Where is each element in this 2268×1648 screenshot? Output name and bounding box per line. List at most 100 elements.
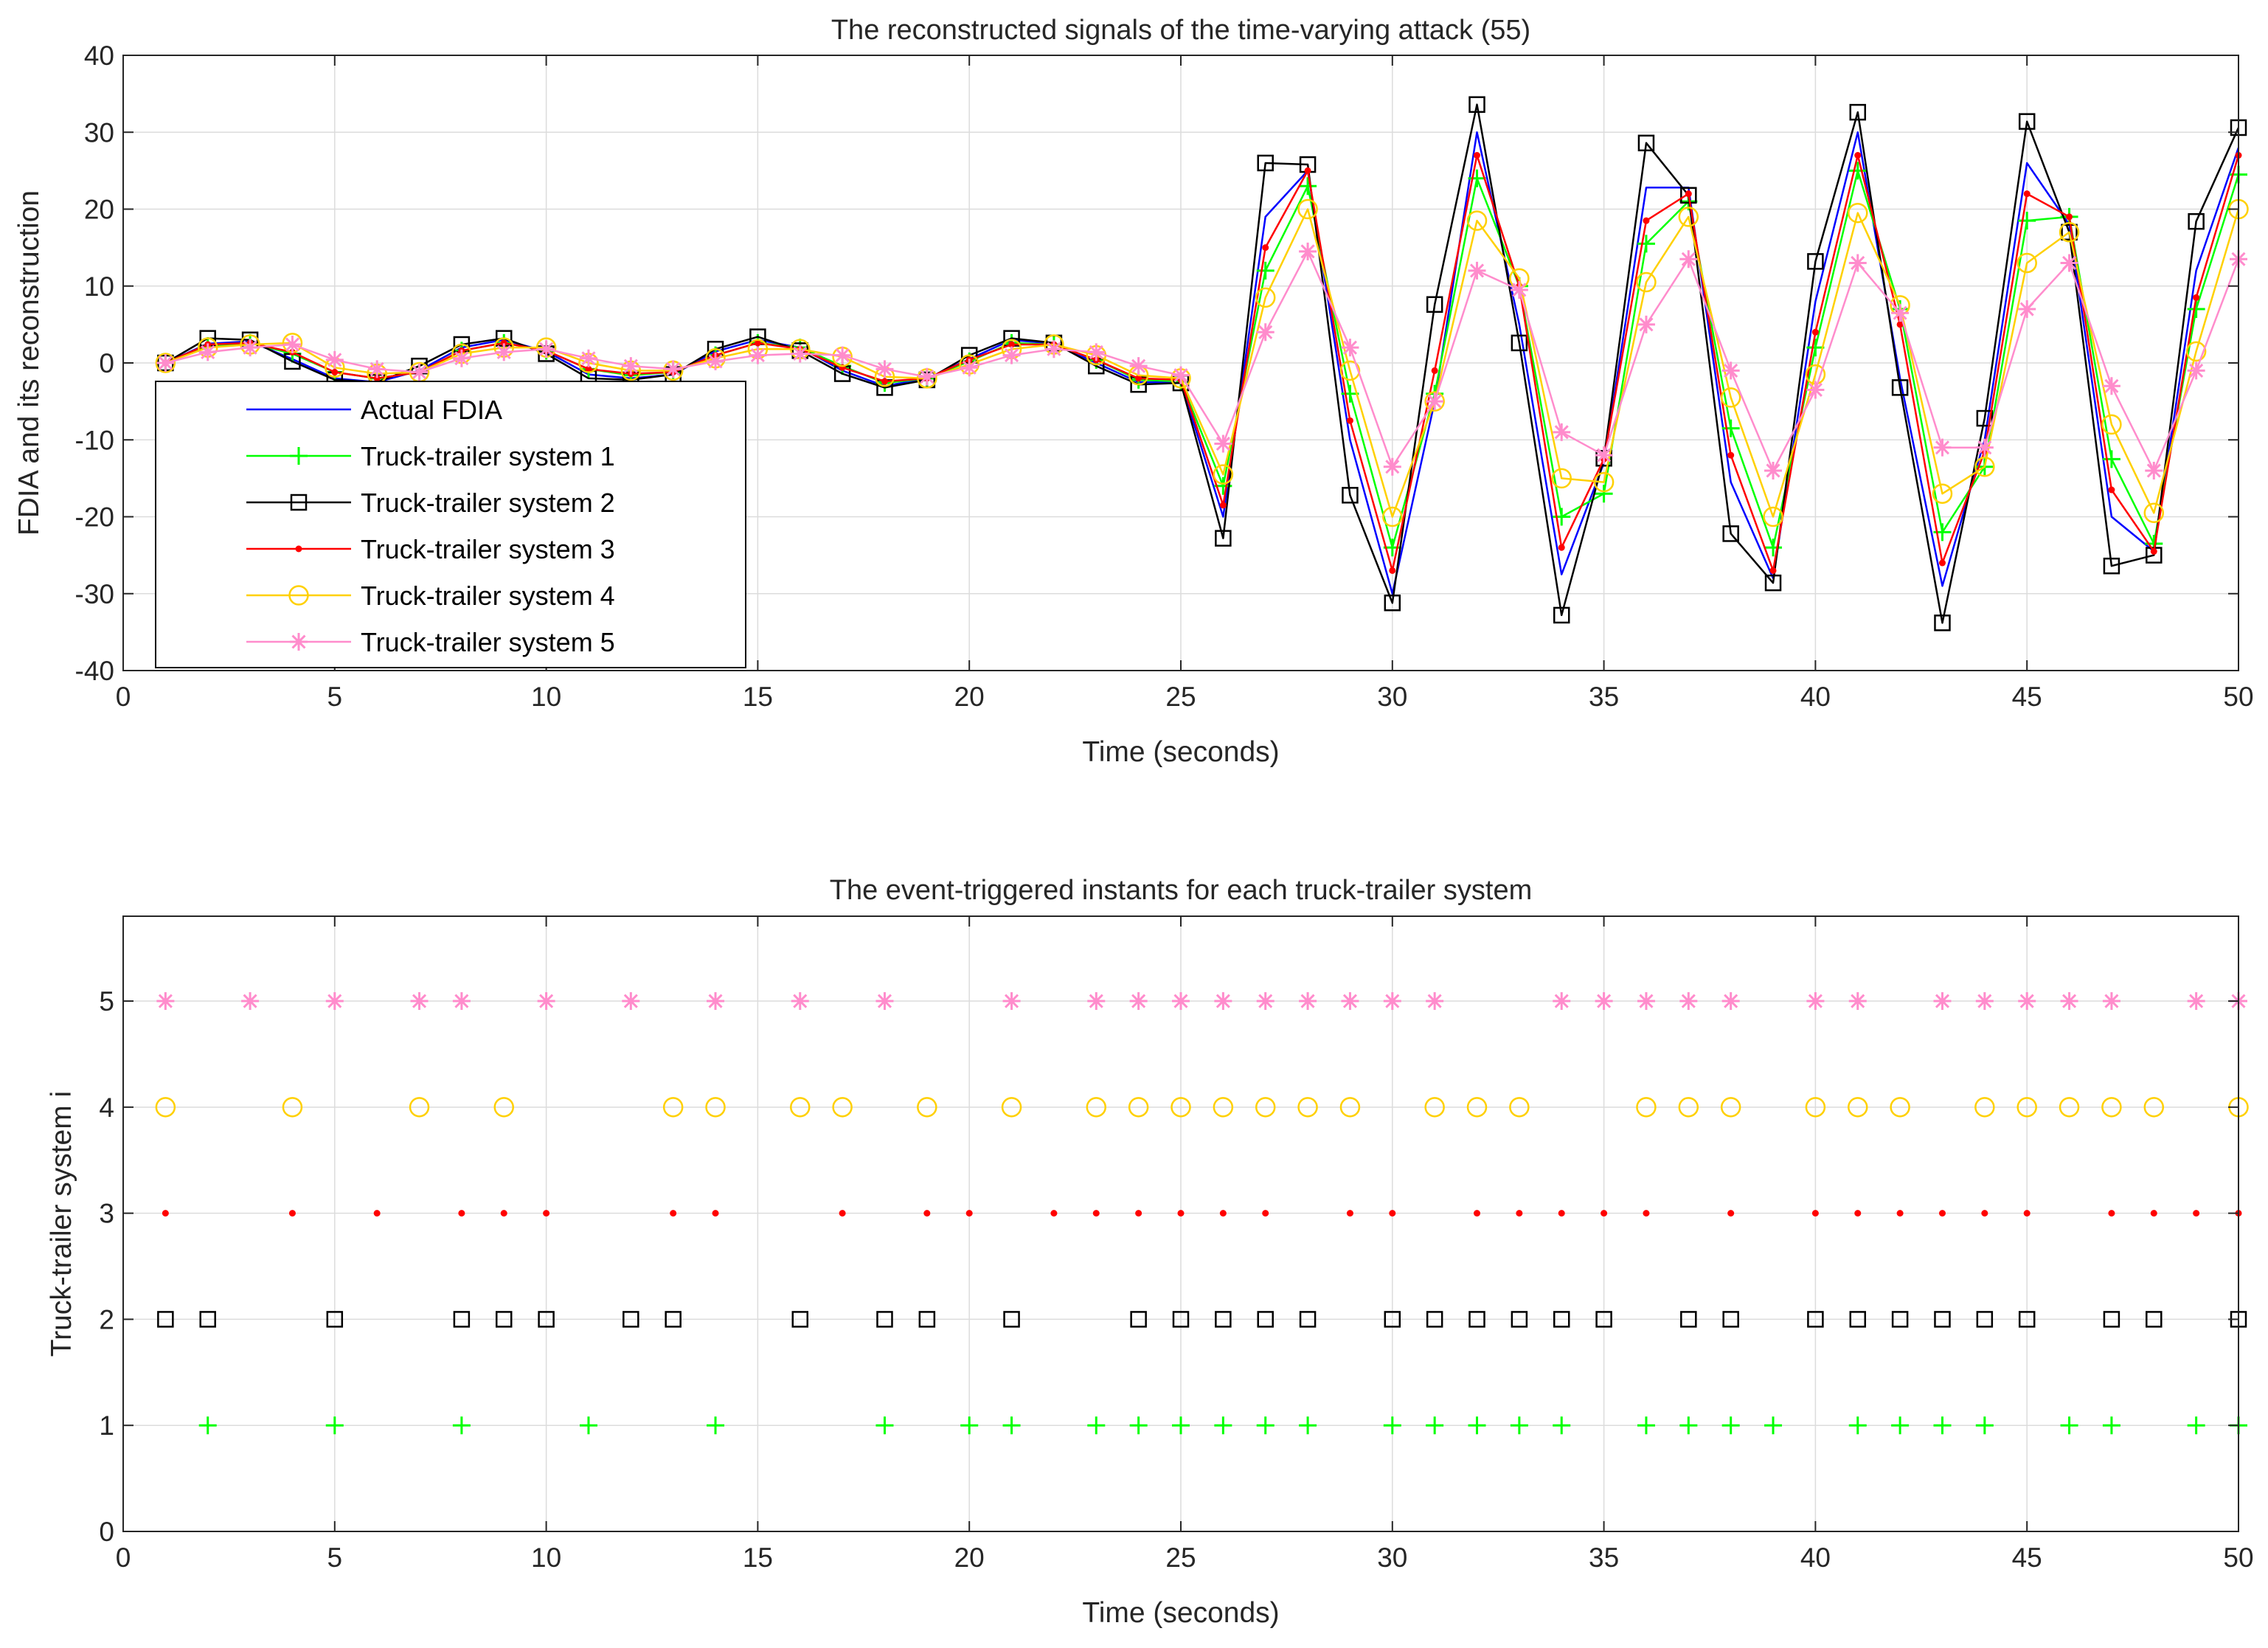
- event-point: [1848, 992, 1867, 1011]
- data-point: [833, 346, 852, 364]
- data-point: [1468, 169, 1486, 187]
- event-point: [1092, 1210, 1100, 1217]
- event-point: [1474, 1210, 1481, 1217]
- data-point: [1339, 360, 1361, 381]
- event-point: [1172, 1311, 1190, 1328]
- event-point: [1848, 1097, 1868, 1118]
- event-point: [875, 1416, 894, 1435]
- event-point: [282, 1097, 303, 1118]
- event-point: [1553, 1311, 1570, 1328]
- event-point: [326, 1311, 344, 1328]
- event-point: [1424, 1097, 1445, 1118]
- event-point: [2016, 1097, 2037, 1118]
- data-point: [1849, 103, 1867, 121]
- top-y-tick-label: 10: [84, 271, 114, 302]
- event-point: [452, 1416, 471, 1435]
- event-point: [1510, 1416, 1528, 1435]
- legend-item-actual-fdia: Actual FDIA: [246, 395, 502, 425]
- event-point: [791, 992, 809, 1011]
- bottom-x-tick-label: 0: [116, 1543, 131, 1573]
- event-point: [1256, 992, 1275, 1011]
- top-ticks: 0 5 10 15 20 25 30 35 40 45 50 -40 -30 -20 -10 0 10 20 30 4…: [75, 41, 2254, 712]
- legend-item-truck-trailer-system-1: Truck-trailer system 1: [246, 441, 615, 471]
- event-point: [1135, 1210, 1142, 1217]
- event-point: [965, 1210, 973, 1217]
- data-point: [1848, 254, 1867, 272]
- data-point: [585, 365, 592, 373]
- data-point: [1593, 471, 1615, 493]
- event-point: [1807, 1311, 1824, 1328]
- bottom-x-tick-label: 25: [1165, 1543, 1196, 1573]
- event-point: [1511, 1311, 1528, 1328]
- top-x-tick-label: 40: [1800, 682, 1831, 712]
- legend-entries: Actual FDIA Truck-trailer system 1 Truck-t…: [246, 395, 615, 657]
- event-point: [1643, 1210, 1650, 1217]
- event-point: [1339, 1097, 1361, 1118]
- event-point: [839, 1210, 846, 1217]
- event-point: [409, 1097, 430, 1118]
- legend-label: Truck-trailer system 5: [361, 627, 615, 657]
- event-point: [1975, 992, 1994, 1011]
- data-point: [1299, 177, 1317, 195]
- top-x-tick-label: 45: [2012, 682, 2042, 712]
- data-point: [1975, 438, 1994, 457]
- event-point: [1981, 1210, 1988, 1217]
- event-point: [1636, 1097, 1657, 1118]
- event-point: [1297, 1097, 1318, 1118]
- event-point: [325, 1416, 344, 1435]
- event-point: [1087, 992, 1106, 1011]
- data-point: [1474, 152, 1481, 159]
- event-point: [1426, 1416, 1444, 1435]
- data-point: [2102, 377, 2120, 395]
- data-point: [1262, 244, 1269, 252]
- data-point: [156, 354, 175, 372]
- event-point: [1849, 1311, 1867, 1328]
- data-point: [1213, 464, 1234, 485]
- event-point: [1679, 992, 1698, 1011]
- event-point: [1171, 1097, 1191, 1118]
- data-point: [1848, 162, 1867, 180]
- event-point: [1848, 1416, 1867, 1435]
- top-chart-title: The reconstructed signals of the time-va…: [831, 15, 1530, 46]
- event-point: [1720, 1097, 1741, 1118]
- data-point: [1551, 468, 1572, 489]
- top-y-tick-label: -10: [75, 425, 114, 455]
- event-point: [1764, 1416, 1783, 1435]
- series-line-truck-trailer-system-4: [164, 208, 2240, 518]
- event-point: [960, 1416, 979, 1435]
- data-point: [960, 359, 979, 377]
- bottom-x-tick-label: 10: [531, 1543, 561, 1573]
- data-point: [1172, 366, 1190, 384]
- data-point: [241, 339, 260, 357]
- bottom-x-tick-label: 20: [954, 1543, 985, 1573]
- data-point: [495, 343, 513, 361]
- bottom-grid: [123, 916, 2238, 1531]
- top-y-tick-label: -40: [75, 656, 114, 686]
- event-point: [875, 992, 894, 1011]
- data-point: [1678, 207, 1699, 227]
- data-point: [1595, 446, 1613, 465]
- event-point: [1976, 1311, 1994, 1328]
- event-point: [1468, 1416, 1486, 1435]
- data-point: [2018, 113, 2036, 130]
- event-point: [1933, 992, 1952, 1011]
- data-point: [1299, 242, 1317, 260]
- event-point: [410, 992, 429, 1011]
- top-x-tick-label: 20: [954, 682, 985, 712]
- bottom-x-tick-label: 30: [1377, 1543, 1407, 1573]
- bottom-y-tick-label: 1: [99, 1410, 114, 1441]
- data-point: [1680, 187, 1697, 204]
- event-point: [1637, 1416, 1655, 1435]
- data-point: [2108, 486, 2115, 494]
- event-point: [1262, 1210, 1269, 1217]
- top-y-tick-label: 40: [84, 41, 114, 71]
- top-x-tick-label: 30: [1377, 682, 1407, 712]
- data-point: [1807, 253, 1824, 270]
- data-point: [1426, 296, 1443, 314]
- data-point: [283, 335, 302, 353]
- event-point: [2193, 1210, 2200, 1217]
- data-point: [749, 346, 767, 364]
- event-point: [2150, 1210, 2157, 1217]
- events-truck-trailer-system-5: [156, 992, 2247, 1011]
- event-point: [1678, 1097, 1699, 1118]
